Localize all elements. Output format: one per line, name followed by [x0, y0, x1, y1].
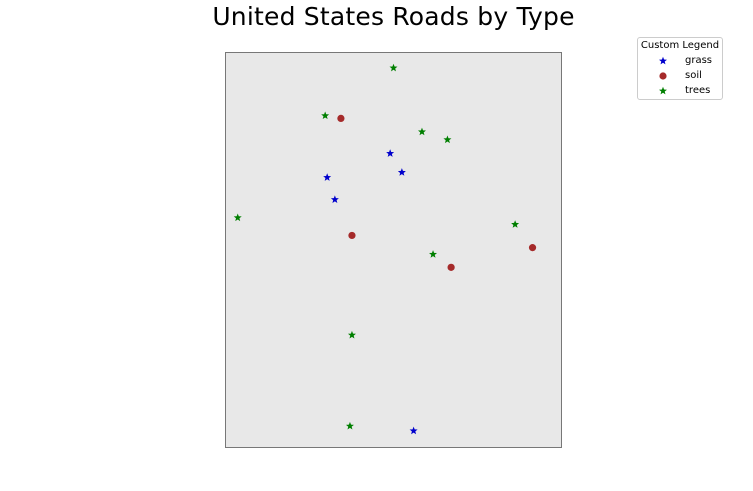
marker-trees-0	[389, 63, 398, 72]
marker-soil-0	[337, 114, 345, 122]
map-frame	[225, 52, 562, 448]
legend-label-trees: trees	[685, 85, 711, 96]
legend-label-soil: soil	[685, 70, 702, 81]
marker-trees-1	[321, 111, 330, 120]
marker-trees-4	[233, 213, 242, 222]
legend-label-grass: grass	[685, 55, 713, 66]
marker-soil-2	[528, 244, 537, 252]
legend-entry-grass: grass	[643, 54, 721, 68]
marker-grass-0	[386, 149, 395, 157]
marker-trees-7	[347, 330, 356, 339]
marker-trees-5	[511, 220, 520, 228]
legend-entry-trees: trees	[643, 84, 721, 98]
map-title: United States Roads by Type	[212, 2, 575, 31]
marker-soil-1	[348, 231, 356, 240]
legend-entry-soil: soil	[643, 69, 721, 83]
marker-soil-3	[447, 263, 455, 271]
marker-trees-6	[429, 250, 438, 258]
legend-title: Custom Legend	[640, 40, 720, 51]
marker-trees-3	[443, 135, 452, 144]
marker-grass-1	[397, 168, 406, 176]
marker-grass-3	[330, 195, 339, 203]
marker-grass-4	[409, 426, 418, 435]
legend: Custom Legend grass soil trees	[637, 37, 723, 100]
marker-trees-8	[345, 421, 354, 430]
legend-marker-soil	[659, 72, 667, 80]
marker-trees-2	[417, 127, 426, 136]
legend-marker-trees	[659, 86, 667, 95]
marker-grass-2	[323, 173, 332, 181]
legend-marker-grass	[659, 56, 667, 65]
